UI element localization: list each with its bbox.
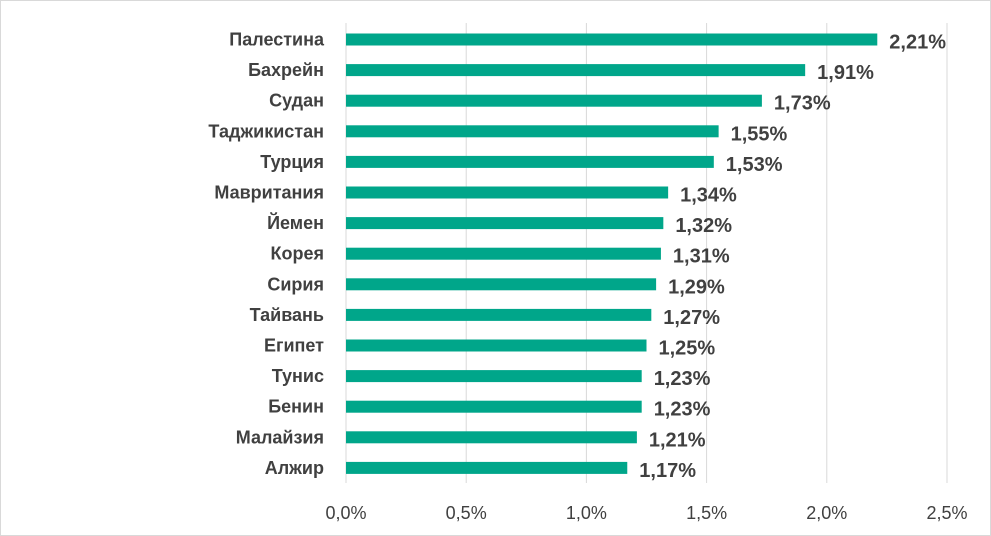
bar bbox=[346, 155, 714, 168]
x-tick-label: 0,0% bbox=[325, 503, 366, 523]
x-tick-label: 1,5% bbox=[686, 503, 727, 523]
x-tick-label: 0,5% bbox=[446, 503, 487, 523]
data-label: 1,21% bbox=[649, 429, 706, 451]
x-axis-tick-labels: 0,0% 0,5% 1,0% 1,5% 2,0% 2,5% bbox=[325, 503, 967, 523]
category-label: Йемен bbox=[267, 212, 324, 233]
data-label: 1,23% bbox=[654, 368, 711, 390]
data-label: 1,53% bbox=[726, 154, 783, 176]
data-label: 1,34% bbox=[680, 185, 737, 207]
category-label: Алжир bbox=[265, 458, 324, 478]
bars bbox=[346, 33, 878, 474]
data-label: 1,25% bbox=[659, 338, 716, 360]
data-label: 1,91% bbox=[817, 62, 874, 84]
category-label: Бахрейн bbox=[248, 60, 324, 80]
x-tick-label: 2,0% bbox=[806, 503, 847, 523]
category-label: Египет bbox=[264, 336, 324, 356]
category-label: Мавритания bbox=[214, 183, 324, 203]
category-label: Сирия bbox=[267, 274, 324, 294]
data-label: 1,23% bbox=[654, 399, 711, 421]
data-label: 1,17% bbox=[639, 460, 696, 482]
bar bbox=[346, 94, 762, 107]
category-label: Турция bbox=[260, 152, 324, 172]
x-tick-label: 1,0% bbox=[566, 503, 607, 523]
bar bbox=[346, 278, 657, 291]
bar bbox=[346, 186, 669, 199]
category-label: Таджикистан bbox=[208, 121, 324, 141]
data-label: 1,32% bbox=[675, 215, 732, 237]
category-label: Малайзия bbox=[236, 427, 324, 447]
x-tick-label: 2,5% bbox=[926, 503, 967, 523]
data-label: 2,21% bbox=[889, 32, 946, 54]
bar bbox=[346, 339, 647, 352]
bar bbox=[346, 400, 642, 413]
category-label: Корея bbox=[271, 244, 325, 264]
bar bbox=[346, 247, 661, 260]
data-label: 1,73% bbox=[774, 93, 831, 115]
category-label: Тунис bbox=[272, 366, 324, 386]
bar bbox=[346, 217, 664, 230]
bar bbox=[346, 431, 637, 444]
bar bbox=[346, 64, 806, 77]
value-labels: 2,21% 1,91% 1,73% 1,55% 1,53% 1,34% 1,32% 1,31%… bbox=[639, 32, 946, 482]
bar bbox=[346, 33, 878, 46]
bar bbox=[346, 461, 628, 474]
category-label: Судан bbox=[269, 91, 324, 111]
data-label: 1,31% bbox=[673, 246, 730, 268]
category-labels: Палестина Бахрейн Судан Таджикистан Турция Ма… bbox=[208, 30, 325, 478]
data-label: 1,27% bbox=[663, 307, 720, 329]
data-label: 1,55% bbox=[731, 123, 788, 145]
category-label: Тайвань bbox=[250, 305, 324, 325]
bar bbox=[346, 308, 652, 321]
bar bbox=[346, 125, 719, 138]
bar bbox=[346, 370, 642, 383]
category-label: Палестина bbox=[229, 30, 325, 50]
data-label: 1,29% bbox=[668, 276, 725, 298]
category-label: Бенин bbox=[268, 397, 324, 417]
